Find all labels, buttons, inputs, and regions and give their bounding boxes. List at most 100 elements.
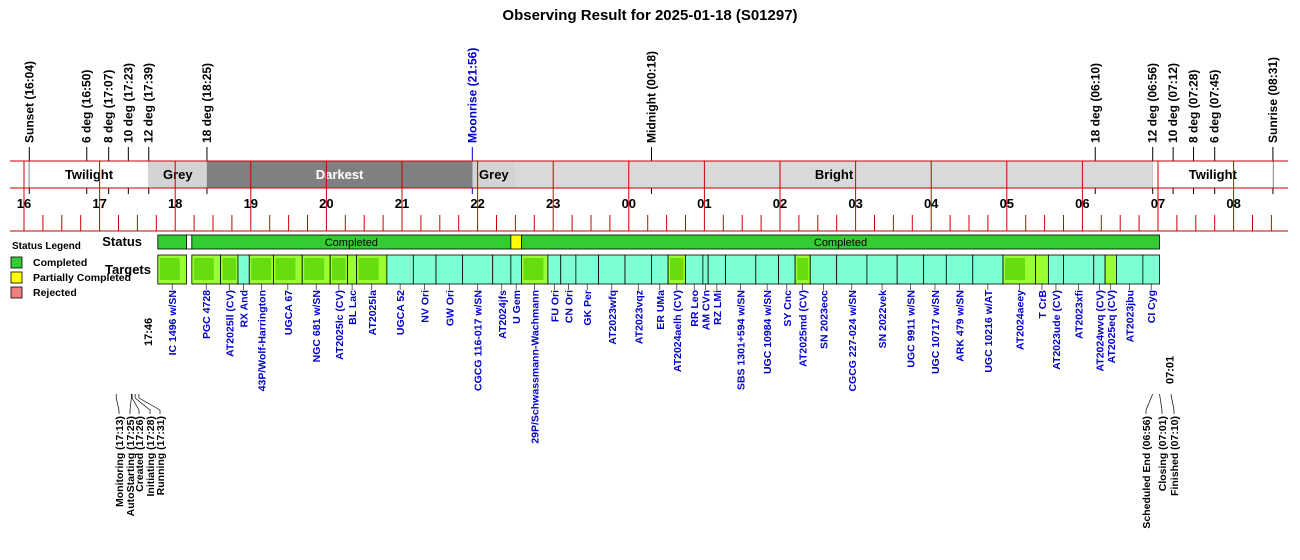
target-block xyxy=(972,254,1004,285)
target-block xyxy=(945,254,974,285)
target-block xyxy=(836,254,868,285)
bottom-events: Monitoring (17:13) AutoStarting (17:25)Cr… xyxy=(114,393,1181,529)
target-block xyxy=(510,254,522,285)
bottom-event-label: Monitoring (17:13) xyxy=(114,416,126,507)
target-name: SY Cnc xyxy=(782,290,794,327)
bottom-event-line xyxy=(1145,393,1154,411)
target-done-mark xyxy=(332,258,346,280)
target-block xyxy=(1142,254,1160,285)
hour-tick-label: 20 xyxy=(319,196,333,211)
legend-item-label: Completed xyxy=(33,257,87,269)
bottom-event-label: AutoStarting (17:25) xyxy=(125,416,137,516)
row-labels: Status Targets xyxy=(102,234,151,277)
target-name: AT2025md (CV) xyxy=(798,290,810,367)
sky-band-label: Darkest xyxy=(316,167,364,182)
legend-swatch-completed xyxy=(10,256,23,269)
target-block xyxy=(707,254,726,285)
target-name: AT2023ude (CV) xyxy=(1051,290,1063,370)
sky-band-twilight xyxy=(1152,161,1273,188)
sky-band-label: Grey xyxy=(479,167,509,182)
status-segment-empty xyxy=(186,234,193,250)
target-block xyxy=(547,254,562,285)
bottom-event-line xyxy=(1159,393,1163,411)
status-segment-completed xyxy=(521,234,1160,250)
hour-tick-label: 22 xyxy=(470,196,484,211)
target-name: SN 2023eoc xyxy=(818,290,830,349)
target-name: RR Leo xyxy=(689,290,701,327)
target-name: CI Cyg xyxy=(1146,290,1158,323)
target-name: GW Ori xyxy=(444,290,456,326)
target-name: UGC 10717 w/SN xyxy=(930,290,942,374)
sky-band-bright xyxy=(515,161,1153,188)
target-block xyxy=(237,254,250,285)
target-name: FU Ori xyxy=(549,290,561,322)
hour-tick-label: 03 xyxy=(848,196,862,211)
bottom-event-label: Finished (07:10) xyxy=(1169,416,1181,496)
hour-axis: 16 17 18 19 20 21 22 23 00 01 02 03 04 05 06 07 08 xyxy=(10,160,1288,232)
status-segment-completed xyxy=(157,234,187,250)
target-block xyxy=(347,254,358,285)
event-label: Sunrise (08:31) xyxy=(1266,57,1280,143)
target-name: UGC 10216 w/AT xyxy=(983,289,995,372)
target-block xyxy=(1116,254,1144,285)
legend-swatch-rejected xyxy=(10,286,23,299)
hour-tick-label: 01 xyxy=(697,196,711,211)
target-name: AT2023xfi xyxy=(1074,290,1086,339)
event-label: 10 deg (07:12) xyxy=(1166,63,1180,143)
target-block xyxy=(598,254,626,285)
bottom-event-line xyxy=(1170,393,1175,411)
hour-tick-label: 18 xyxy=(168,196,182,211)
target-block xyxy=(651,254,669,285)
target-name: ER UMa xyxy=(655,290,667,330)
hour-tick-label: 07 xyxy=(1151,196,1165,211)
legend-swatch-partial xyxy=(10,271,23,284)
target-done-mark xyxy=(523,258,544,280)
target-name: CGCG 227-024 w/SN xyxy=(847,290,859,392)
sky-band-grey xyxy=(472,161,516,188)
target-block xyxy=(1093,254,1106,285)
event-label: Moonrise (21:56) xyxy=(465,48,479,143)
bottom-event-label: Running (17:31) xyxy=(155,416,167,495)
event-label: Midnight (00:18) xyxy=(644,51,658,143)
target-block xyxy=(896,254,925,285)
target-block xyxy=(685,254,704,285)
target-name: SBS 1301+594 w/SN xyxy=(736,290,748,390)
target-name: AT2025ll (CV) xyxy=(224,290,236,357)
target-done-mark xyxy=(159,258,180,280)
bottom-event-line xyxy=(129,397,132,411)
target-name: AT2024wvq (CV) xyxy=(1094,290,1106,372)
target-block xyxy=(435,254,463,285)
status-legend: Status Legend Completed Partially Complete… xyxy=(10,241,131,299)
target-block xyxy=(386,254,414,285)
target-name: AM CVn xyxy=(701,290,713,330)
sky-band-twilight xyxy=(29,161,149,188)
target-name: CN Ori xyxy=(563,290,575,323)
target-name: NV Ori xyxy=(420,290,432,323)
hour-tick-label: 00 xyxy=(622,196,636,211)
target-name: SN 2022vek xyxy=(877,290,889,349)
legend-item-label: Partially Completed xyxy=(33,272,131,284)
target-done-mark xyxy=(304,258,325,280)
target-done-mark xyxy=(358,258,379,280)
legend-title: Status Legend xyxy=(12,241,81,252)
bottom-event-label: Initiating (17:28) xyxy=(145,416,157,497)
target-block xyxy=(1063,254,1095,285)
target-name: AT2024jfs xyxy=(497,290,509,339)
target-name: AT2025la xyxy=(367,290,379,335)
event-label: 8 deg (07:28) xyxy=(1187,70,1201,143)
sky-band-label: Twilight xyxy=(65,167,114,182)
event-label: 18 deg (18:25) xyxy=(200,63,214,143)
target-name: T CrB xyxy=(1037,290,1049,319)
start-time-label: 17:46 xyxy=(143,318,155,346)
sky-band-label: Bright xyxy=(815,167,854,182)
target-done-mark xyxy=(222,258,236,280)
hour-tick-label: 02 xyxy=(773,196,787,211)
target-done-mark xyxy=(670,258,684,280)
event-label: 12 deg (17:39) xyxy=(142,63,156,143)
bottom-event-line xyxy=(131,397,140,411)
target-name: UGC 9911 w/SN xyxy=(905,290,917,368)
bottom-event-line xyxy=(115,397,120,411)
event-label: 10 deg (17:23) xyxy=(121,63,135,143)
hour-tick-label: 08 xyxy=(1226,196,1240,211)
target-block xyxy=(866,254,898,285)
